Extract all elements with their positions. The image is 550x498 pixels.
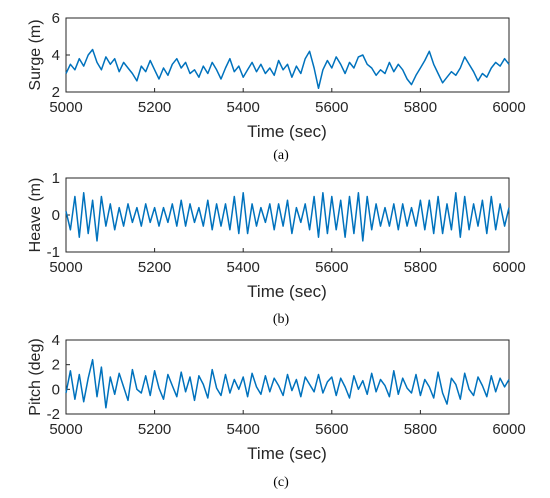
y-tick-label: 4 [52, 47, 60, 64]
y-tick-label: 1 [52, 170, 60, 187]
x-ticks: 5000 5200 5400 5600 5800 6000 [49, 410, 526, 438]
y-axis-label: Heave (m) [27, 178, 44, 253]
x-tick-label: 6000 [492, 99, 525, 116]
x-tick-label: 5200 [138, 259, 171, 276]
y-tick-label: 4 [52, 332, 60, 349]
panel-surge: 246 5000 5200 5400 5600 5800 6000 Time (sec) … [27, 10, 526, 163]
panel-caption: (a) [273, 148, 289, 163]
x-tick-label: 5600 [315, 421, 348, 438]
y-tick-label: 0 [52, 381, 60, 398]
x-tick-label: 5400 [227, 99, 260, 116]
x-ticks: 5000 5200 5400 5600 5800 6000 [49, 88, 526, 116]
y-tick-label: 6 [52, 10, 60, 27]
y-axis-label: Surge (m) [27, 19, 44, 90]
panel-heave: -1 0 1 5000 5200 5400 5600 5800 6000 Time (sec)… [27, 170, 526, 327]
y-ticks: -1 0 1 [47, 170, 70, 261]
y-ticks: 2 4 6 [52, 10, 70, 101]
pitch-series-line [65, 358, 510, 409]
x-tick-label: 5000 [49, 421, 82, 438]
axes-frame [65, 17, 510, 93]
x-tick-label: 5800 [404, 99, 437, 116]
x-tick-label: 5800 [404, 259, 437, 276]
panel-caption: (c) [273, 475, 289, 490]
y-tick-label: -2 [47, 406, 60, 423]
y-tick-label: 2 [52, 84, 60, 101]
x-tick-label: 6000 [492, 259, 525, 276]
axes-frame [65, 339, 510, 415]
x-axis-label: Time (sec) [247, 282, 327, 301]
x-tick-label: 5000 [49, 99, 82, 116]
x-tick-label: 5600 [315, 99, 348, 116]
heave-series-line [65, 192, 510, 242]
x-tick-label: 5800 [404, 421, 437, 438]
y-tick-label: 2 [52, 357, 60, 374]
panel-caption: (b) [273, 312, 290, 327]
panel-pitch: -2 0 2 4 5000 5200 5400 5600 5800 6000 Time (sec… [27, 332, 526, 490]
x-tick-label: 5400 [227, 421, 260, 438]
x-tick-label: 5200 [138, 99, 171, 116]
y-axis-label: Pitch (deg) [27, 338, 44, 415]
x-tick-label: 5000 [49, 259, 82, 276]
x-tick-label: 5600 [315, 259, 348, 276]
x-ticks: 5000 5200 5400 5600 5800 6000 [49, 248, 526, 276]
x-tick-label: 5200 [138, 421, 171, 438]
x-axis-label: Time (sec) [247, 122, 327, 141]
x-axis-label: Time (sec) [247, 444, 327, 463]
axes-frame [65, 177, 510, 253]
x-tick-label: 6000 [492, 421, 525, 438]
y-tick-label: -1 [47, 244, 60, 261]
x-tick-label: 5400 [227, 259, 260, 276]
surge-series-line [65, 48, 510, 90]
y-tick-label: 0 [52, 207, 60, 224]
